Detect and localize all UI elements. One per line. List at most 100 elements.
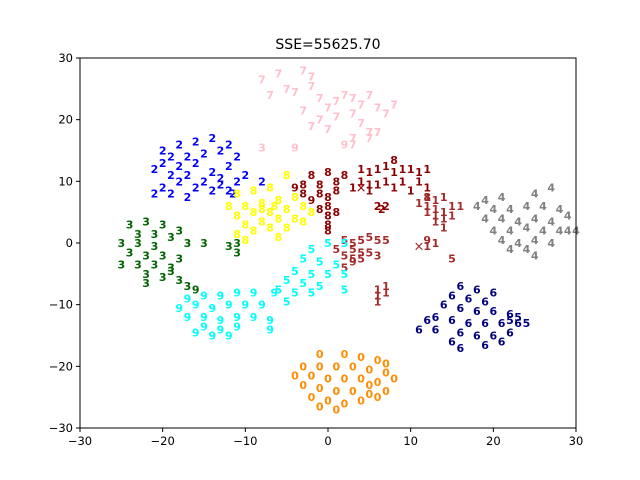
data-point: 8: [233, 228, 241, 241]
data-point: 6: [489, 330, 497, 343]
data-point: 3: [142, 268, 150, 281]
data-point: 4: [514, 237, 522, 250]
centroid-marker: ×: [356, 181, 367, 196]
data-point: 7: [349, 132, 357, 145]
data-point: 4: [514, 215, 522, 228]
data-point: 9: [208, 330, 216, 343]
data-point: 5: [332, 243, 340, 256]
data-point: 2: [225, 138, 233, 151]
data-point: 0: [374, 376, 382, 389]
data-point: 0: [374, 354, 382, 367]
data-point: 2: [200, 148, 208, 161]
data-point: 8: [324, 200, 332, 213]
data-point: 0: [341, 397, 349, 410]
y-tick-label: 20: [58, 113, 73, 127]
data-point: 5: [341, 237, 349, 250]
data-point: 3: [151, 259, 159, 272]
data-point: 9: [241, 299, 249, 312]
data-point: 8: [266, 222, 274, 235]
data-point: 3: [126, 219, 134, 232]
data-point: 1: [374, 178, 382, 191]
data-point: 1: [357, 163, 365, 176]
data-point: 5: [308, 268, 316, 281]
data-point: 8: [258, 197, 266, 210]
data-point: 1: [448, 209, 456, 222]
data-point: 3: [184, 280, 192, 293]
data-point: 9: [217, 323, 225, 336]
data-point: 7: [365, 126, 373, 139]
data-point: 9: [192, 326, 200, 339]
data-point: 5: [316, 256, 324, 269]
data-point: 9: [270, 286, 278, 299]
data-point: 0: [316, 400, 324, 413]
data-point: 3: [233, 246, 241, 259]
data-point: 3: [134, 259, 142, 272]
data-point: 7: [308, 80, 316, 93]
y-tick-label: 10: [58, 174, 73, 188]
data-point: 1: [349, 182, 357, 195]
data-point: 7: [299, 64, 307, 77]
data-point: 1: [432, 209, 440, 222]
data-point: 0: [341, 373, 349, 386]
data-point: 9: [266, 314, 274, 327]
data-point: 6: [489, 286, 497, 299]
data-point: 0: [365, 363, 373, 376]
data-point: 8: [250, 185, 258, 198]
data-point: 1: [399, 163, 407, 176]
data-point: 6: [514, 317, 522, 330]
data-point: 8: [241, 219, 249, 232]
x-tick-label: 0: [324, 434, 331, 448]
data-point: 6: [506, 326, 514, 339]
data-point: 1: [390, 166, 398, 179]
data-point: 8: [308, 169, 316, 182]
data-point: 4: [539, 225, 547, 238]
data-point: 5: [382, 234, 390, 247]
data-point: 6: [465, 293, 473, 306]
data-point: 8: [275, 194, 283, 207]
data-point: 3: [142, 215, 150, 228]
data-point: 5: [299, 252, 307, 265]
data-point: 0: [341, 348, 349, 361]
y-tick-label: −20: [49, 359, 73, 373]
data-point: 5: [374, 234, 382, 247]
data-point: 3: [151, 240, 159, 253]
data-point: 2: [378, 203, 386, 216]
data-point: 7: [283, 83, 291, 96]
data-point: 0: [349, 360, 357, 373]
data-point: 4: [481, 194, 489, 207]
data-point: 1: [374, 289, 382, 302]
data-point: 5: [291, 265, 299, 278]
x-tick-label: −10: [233, 434, 257, 448]
data-point: 5: [341, 262, 349, 275]
data-point: 3: [159, 219, 167, 232]
x-tick-label: 20: [486, 434, 501, 448]
data-point: 4: [523, 243, 531, 256]
data-point: 2: [151, 163, 159, 176]
data-point: 6: [448, 336, 456, 349]
data-point: 6: [456, 302, 464, 315]
data-point: 8: [316, 178, 324, 191]
data-point: 0: [324, 394, 332, 407]
data-point: 6: [423, 314, 431, 327]
data-point: 2: [225, 160, 233, 173]
data-point: 4: [531, 249, 539, 262]
data-point: 8: [283, 203, 291, 216]
y-tick-label: −10: [49, 298, 73, 312]
data-point: 1: [423, 240, 431, 253]
data-point: 1: [432, 194, 440, 207]
data-point: 3: [200, 237, 208, 250]
data-point: 9: [291, 182, 299, 195]
data-point: 0: [357, 373, 365, 386]
x-axis: −30 −20 −10 0 10 20 30: [68, 428, 583, 448]
data-point: 9: [225, 330, 233, 343]
data-point: 0: [299, 360, 307, 373]
data-point: 3: [233, 237, 241, 250]
data-point: 0: [374, 391, 382, 404]
data-point: 3: [167, 231, 175, 244]
data-point: 5: [349, 243, 357, 256]
data-point: 0: [382, 385, 390, 398]
data-point: 4: [506, 203, 514, 216]
data-point: 7: [316, 92, 324, 105]
data-point: 1: [423, 200, 431, 213]
data-point: 9: [250, 286, 258, 299]
